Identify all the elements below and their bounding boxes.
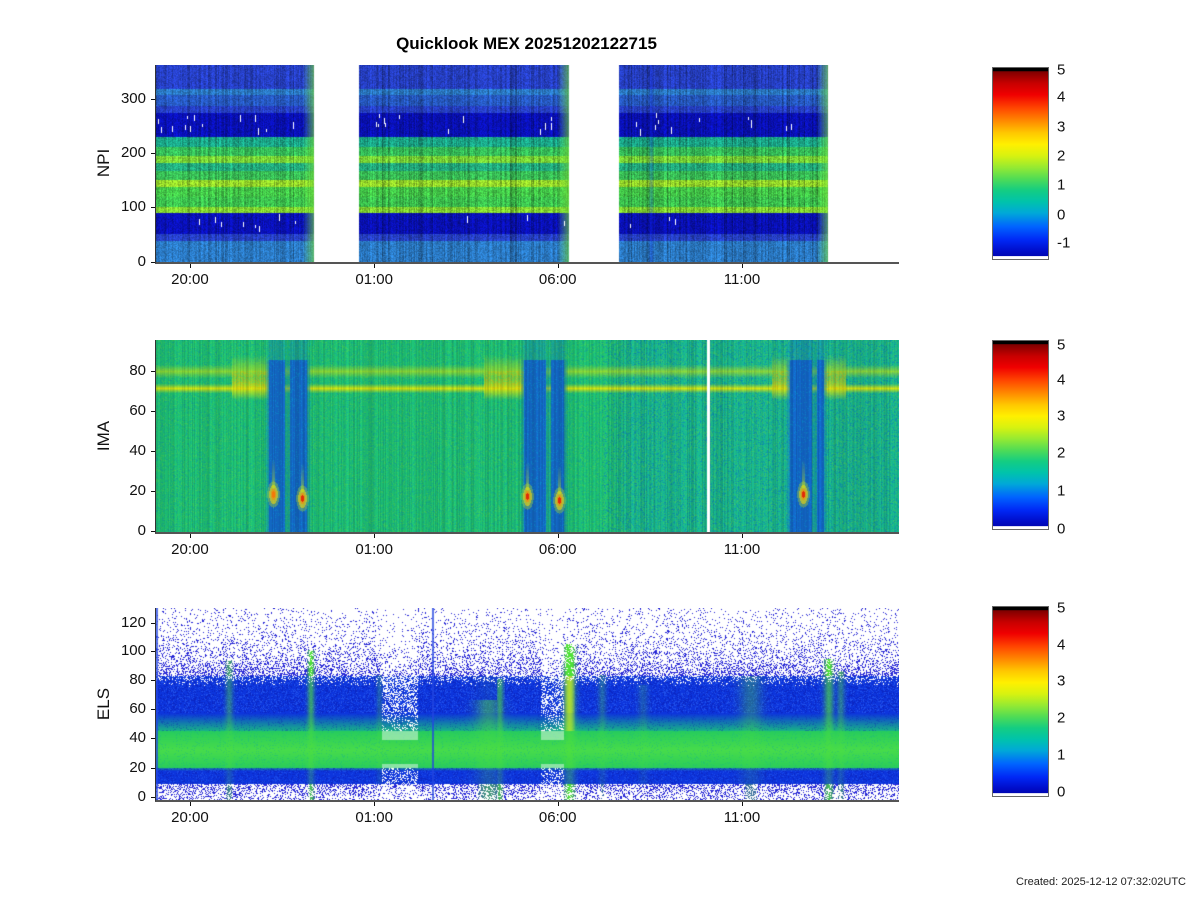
y-tick-label: -1 — [1057, 234, 1071, 252]
x-tick-label: 20:00 — [171, 541, 209, 558]
y-tick-label: 1 — [1057, 746, 1066, 764]
x-tick-mark — [189, 534, 191, 538]
y-tick-label: 2 — [1057, 709, 1066, 727]
x-tick-label: 06:00 — [538, 271, 577, 288]
x-tick-mark — [557, 534, 559, 538]
x-tick-mark — [189, 802, 191, 806]
npi-x-ticks: 20:00 01:00 06:00 11:00 — [155, 264, 898, 292]
y-tick-label: 0 — [1057, 520, 1066, 538]
y-tick-label: 100 — [120, 642, 146, 660]
els-axis-label: ELS — [94, 687, 113, 721]
y-tick-label: 40 — [129, 729, 146, 747]
ima-axis-label: IMA — [94, 420, 113, 452]
y-tick-label: 0 — [1057, 206, 1066, 224]
y-tick-label: 3 — [1057, 672, 1066, 690]
y-tick-label: 4 — [1057, 371, 1066, 389]
els-x-ticks: 20:00 01:00 06:00 11:00 — [155, 802, 898, 830]
y-tick-label: 80 — [129, 362, 146, 380]
y-tick-label: 4 — [1057, 88, 1066, 106]
ima-colorbar — [992, 340, 1049, 530]
y-tick-label: 120 — [120, 614, 146, 632]
x-tick-label: 11:00 — [723, 271, 761, 288]
y-tick-label: 1 — [1057, 482, 1066, 500]
y-tick-label: 0 — [137, 522, 146, 540]
els-spectrogram — [155, 608, 899, 802]
y-tick-label: 60 — [129, 402, 146, 420]
y-tick-label: 20 — [129, 759, 146, 777]
npi-colorbar — [992, 67, 1049, 260]
y-tick-label: 0 — [137, 253, 146, 271]
y-tick-label: 40 — [129, 442, 146, 460]
x-tick-mark — [189, 264, 191, 268]
y-tick-label: 2 — [1057, 147, 1066, 165]
y-tick-label: 3 — [1057, 407, 1066, 425]
x-tick-label: 01:00 — [355, 271, 393, 288]
x-tick-mark — [741, 264, 743, 268]
y-tick-label: 20 — [129, 482, 146, 500]
x-tick-label: 20:00 — [171, 271, 209, 288]
x-tick-mark — [557, 264, 559, 268]
y-tick-label: 5 — [1057, 599, 1066, 617]
y-tick-label: 1 — [1057, 176, 1066, 194]
npi-axis-label: NPI — [94, 148, 113, 178]
x-tick-label: 11:00 — [723, 541, 761, 558]
ima-colorbar-ticks: 5 4 3 2 1 0 — [1057, 336, 1101, 537]
y-tick-label: 5 — [1057, 61, 1066, 79]
els-colorbar-ticks: 5 4 3 2 1 0 — [1057, 599, 1101, 801]
x-tick-mark — [374, 264, 376, 268]
x-tick-label: 01:00 — [355, 541, 393, 558]
x-tick-label: 20:00 — [171, 809, 209, 826]
x-tick-label: 06:00 — [538, 809, 577, 826]
ima-x-ticks: 20:00 01:00 06:00 11:00 — [155, 534, 898, 562]
x-tick-label: 06:00 — [538, 541, 577, 558]
x-tick-mark — [374, 534, 376, 538]
x-tick-mark — [374, 802, 376, 806]
ima-spectrogram — [155, 340, 899, 534]
y-tick-label: 5 — [1057, 336, 1066, 354]
y-tick-label: 2 — [1057, 444, 1066, 462]
y-tick-label: 4 — [1057, 636, 1066, 654]
y-tick-label: 300 — [120, 90, 146, 108]
x-tick-label: 01:00 — [355, 809, 393, 826]
x-tick-mark — [741, 534, 743, 538]
y-tick-label: 0 — [137, 788, 146, 806]
y-tick-label: 200 — [120, 144, 146, 162]
y-tick-label: 0 — [1057, 783, 1066, 801]
x-tick-label: 11:00 — [723, 809, 761, 826]
x-tick-mark — [557, 802, 559, 806]
y-tick-label: 60 — [129, 700, 146, 718]
figure-title: Quicklook MEX 20251202122715 — [396, 34, 657, 53]
x-tick-mark — [741, 802, 743, 806]
els-colorbar — [992, 606, 1049, 797]
y-tick-label: 100 — [120, 198, 146, 216]
npi-colorbar-ticks: 5 4 3 2 1 0 -1 — [1057, 62, 1101, 260]
created-timestamp: Created: 2025-12-12 07:32:02UTC — [1016, 876, 1186, 888]
y-tick-label: 3 — [1057, 118, 1066, 136]
npi-spectrogram — [155, 65, 899, 264]
y-tick-label: 80 — [129, 671, 146, 689]
